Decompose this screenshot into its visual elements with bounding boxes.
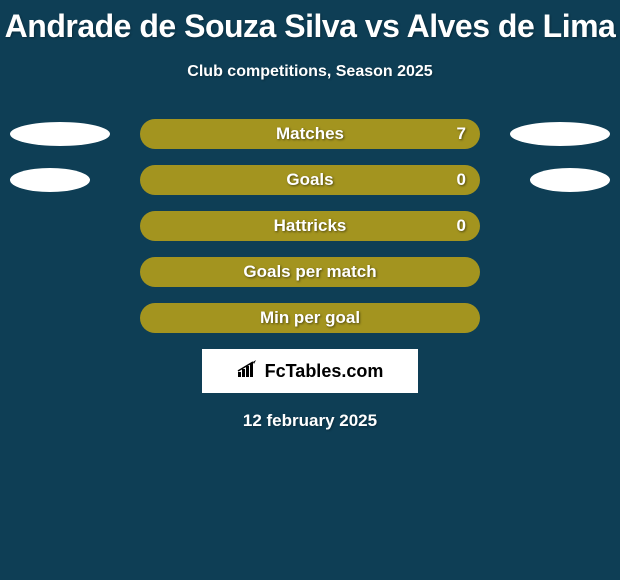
stat-value: 0 (457, 216, 466, 236)
stat-value: 7 (457, 124, 466, 144)
stat-bar: Min per goal (140, 303, 480, 333)
stat-bar: Goals per match (140, 257, 480, 287)
stat-value: 0 (457, 170, 466, 190)
stat-bar: Goals 0 (140, 165, 480, 195)
logo-box: FcTables.com (202, 349, 418, 393)
comparison-title: Andrade de Souza Silva vs Alves de Lima (0, 0, 620, 45)
stat-row: Hattricks 0 (0, 211, 620, 241)
left-ellipse (10, 122, 110, 146)
stat-label: Hattricks (274, 216, 347, 236)
stat-label: Goals (286, 170, 333, 190)
stat-bar: Matches 7 (140, 119, 480, 149)
right-ellipse (530, 168, 610, 192)
stat-row: Matches 7 (0, 119, 620, 149)
stat-row: Min per goal (0, 303, 620, 333)
left-ellipse (10, 168, 90, 192)
stat-row: Goals 0 (0, 165, 620, 195)
date-label: 12 february 2025 (0, 411, 620, 431)
stat-label: Matches (276, 124, 344, 144)
stat-row: Goals per match (0, 257, 620, 287)
stat-label: Min per goal (260, 308, 360, 328)
stats-rows: Matches 7 Goals 0 Hattricks 0 Goals per match M… (0, 119, 620, 333)
stat-label: Goals per match (243, 262, 376, 282)
logo-text: FcTables.com (265, 361, 384, 382)
logo: FcTables.com (237, 360, 384, 383)
right-ellipse (510, 122, 610, 146)
chart-icon (237, 360, 259, 383)
stat-bar: Hattricks 0 (140, 211, 480, 241)
comparison-subtitle: Club competitions, Season 2025 (0, 63, 620, 81)
